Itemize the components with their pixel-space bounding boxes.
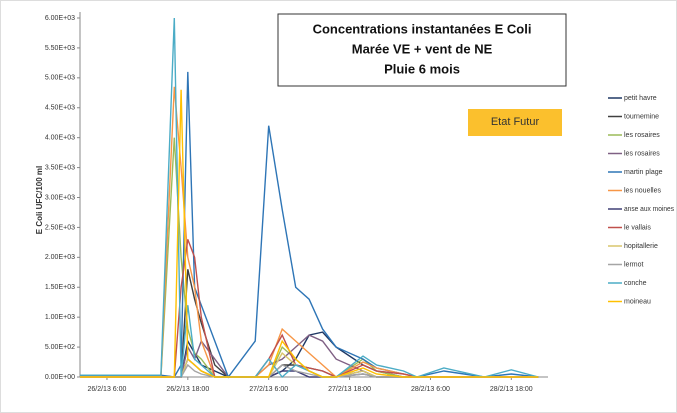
chart-title: Marée VE + vent de NE bbox=[352, 41, 493, 56]
y-tick-label: 2.00E+03 bbox=[45, 254, 75, 261]
y-tick-label: 5.00E+02 bbox=[45, 344, 75, 351]
x-tick-label: 27/2/13 6:00 bbox=[249, 386, 288, 393]
legend-label: les rosaires bbox=[624, 132, 660, 139]
legend-label: le vallais bbox=[624, 224, 651, 231]
title-box bbox=[277, 13, 567, 87]
legend-label: tournemine bbox=[624, 113, 659, 120]
legend-label: les nouelles bbox=[624, 187, 661, 194]
y-tick-label: 1.00E+03 bbox=[45, 314, 75, 321]
y-tick-label: 4.00E+03 bbox=[45, 135, 75, 142]
chart-title: Concentrations instantanées E Coli bbox=[313, 21, 532, 36]
x-tick-label: 28/2/13 18:00 bbox=[490, 386, 533, 393]
x-tick-label: 26/2/13 6:00 bbox=[87, 386, 126, 393]
y-tick-label: 5.50E+03 bbox=[45, 45, 75, 52]
y-tick-label: 1.50E+03 bbox=[45, 284, 75, 291]
x-tick-label: 26/2/13 18:00 bbox=[166, 386, 209, 393]
y-tick-label: 3.50E+03 bbox=[45, 164, 75, 171]
y-tick-label: 0.00E+00 bbox=[45, 374, 75, 381]
legend-label: petit havre bbox=[624, 95, 657, 102]
legend-label: moineau bbox=[624, 298, 651, 305]
x-tick-label: 28/2/13 6:00 bbox=[411, 386, 450, 393]
x-tick-label: 27/2/13 18:00 bbox=[328, 386, 371, 393]
legend-label: martin plage bbox=[624, 169, 663, 176]
chart-title: Pluie 6 mois bbox=[384, 61, 460, 76]
annotation: Etat Futur bbox=[491, 116, 540, 128]
y-tick-label: 3.00E+03 bbox=[45, 194, 75, 201]
legend-label: les rosaires bbox=[624, 150, 660, 157]
legend-label: hopitallerie bbox=[624, 243, 658, 250]
series-line bbox=[80, 89, 539, 378]
legend-label: lermot bbox=[624, 261, 644, 268]
y-tick-label: 5.00E+03 bbox=[45, 75, 75, 82]
y-tick-label: 2.50E+03 bbox=[45, 224, 75, 231]
y-tick-label: 4.50E+03 bbox=[45, 105, 75, 112]
y-tick-label: 6.00E+03 bbox=[45, 15, 75, 22]
y-axis-label: E Coli UFC/100 ml bbox=[35, 166, 44, 234]
legend-label: anse aux moines bbox=[624, 206, 674, 213]
annotation-box bbox=[468, 109, 562, 136]
legend-label: conche bbox=[624, 280, 647, 287]
